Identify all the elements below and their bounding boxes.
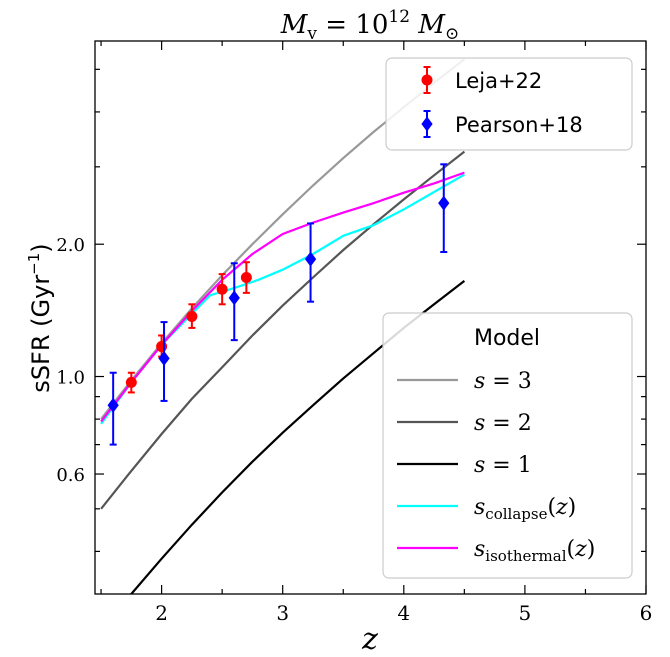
- marker-diamond: [438, 195, 450, 211]
- x-tick-label: 3: [276, 601, 289, 625]
- legend-label: scollapse(z): [474, 495, 576, 523]
- chart-title: Mv = 1012 M⊙: [280, 7, 459, 44]
- marker-circle: [186, 310, 198, 322]
- legend-label: Pearson+18: [455, 113, 583, 137]
- marker-circle: [240, 271, 252, 283]
- legend-entry-s-collapse-z: scollapse(z): [397, 495, 576, 523]
- series-line-s-2: [100, 150, 466, 510]
- legend-entry-s-isothermal-z: sisothermal(z): [397, 537, 595, 565]
- marker-diamond: [228, 290, 240, 306]
- data-point-pearson-18: [438, 163, 450, 254]
- data-point-leja-22: [216, 273, 228, 306]
- marker-diamond: [158, 350, 170, 366]
- legend-model-title: Model: [474, 326, 540, 351]
- legend-label: s = 1: [474, 453, 532, 478]
- x-tick-label: 6: [640, 601, 653, 625]
- y-tick-label: 0.6: [56, 465, 85, 486]
- y-axis-label: sSFR (Gyr−1): [25, 243, 55, 392]
- legend-model: Model s = 3 s = 2 s = 1 scollapse(z) sisothe…: [382, 312, 633, 579]
- legend-marker-circle: [421, 74, 433, 86]
- y-tick-label: 2.0: [56, 235, 85, 256]
- legend-entry-s-3: s = 3: [397, 369, 532, 394]
- legend-entry-s-1: s = 1: [397, 453, 532, 478]
- legend-marker-diamond: [421, 116, 433, 132]
- marker-circle: [156, 341, 168, 353]
- legend-label: sisothermal(z): [474, 537, 595, 565]
- data-point-leja-22: [125, 371, 137, 394]
- data-point-pearson-18: [158, 321, 170, 402]
- legend-entry-s-2: s = 2: [397, 411, 532, 436]
- legend-entry-leja-22: Leja+22: [421, 66, 542, 94]
- x-tick-label: 4: [397, 601, 410, 625]
- data-point-leja-22: [240, 261, 252, 294]
- legend-data: Leja+22 Pearson+18: [385, 57, 633, 151]
- x-axis-label: z: [361, 622, 378, 657]
- data-point-leja-22: [186, 303, 198, 329]
- legend-data-box: [385, 57, 633, 151]
- legend-label: Leja+22: [455, 69, 542, 93]
- data-point-pearson-18: [107, 371, 119, 446]
- y-tick-label: 1.0: [56, 368, 85, 389]
- data-point-pearson-18: [228, 262, 240, 342]
- data-point-pearson-18: [304, 222, 317, 303]
- legend-entry-pearson-18: Pearson+18: [421, 110, 583, 138]
- marker-circle: [216, 283, 228, 295]
- legend-label: s = 3: [474, 369, 532, 394]
- plot-frame: [94, 40, 647, 595]
- y-axis-ticks: 0.6 1.0 2.0: [56, 68, 646, 553]
- marker-diamond: [304, 251, 317, 267]
- marker-circle: [125, 376, 137, 388]
- x-tick-label: 5: [519, 601, 532, 625]
- x-axis-ticks: 2 3 4 5 6: [100, 41, 653, 625]
- x-tick-label: 2: [155, 601, 168, 625]
- legend-label: s = 2: [474, 411, 532, 436]
- marker-diamond: [107, 397, 119, 413]
